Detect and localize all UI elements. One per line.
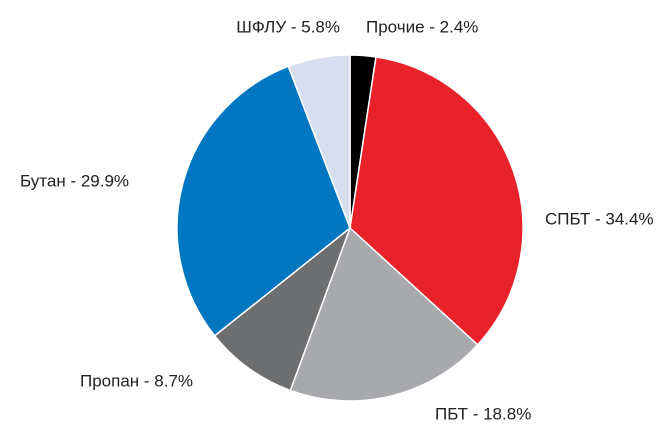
slice-label: Пропан - 8.7% [80,371,193,390]
slice-label: Бутан - 29.9% [20,171,129,190]
pie-slice [287,54,351,229]
slice-label: ШФЛУ - 5.8% [236,17,340,36]
slice-label: ПБТ - 18.8% [435,404,531,423]
pie-slice [289,226,479,402]
pie-slice [349,56,524,346]
pie-slice [176,65,351,337]
pie-slice [213,225,352,392]
slice-label: СПБТ - 34.4% [545,209,654,228]
slice-label: Прочие - 2.4% [366,17,478,36]
